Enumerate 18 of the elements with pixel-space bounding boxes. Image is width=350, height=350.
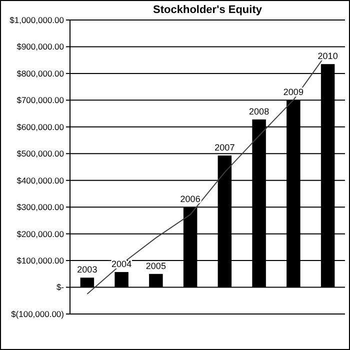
y-tick-label: $200,000.00 [16,228,64,239]
y-tick-label: $- [56,282,64,292]
x-tick-label: 2005 [146,260,166,271]
y-tick-label: $400,000.00 [16,175,64,186]
y-tick-label: $800,000.00 [16,68,64,78]
y-tick-label: $700,000.00 [16,95,64,106]
y-tick-label: $1,000,000.00 [10,14,64,25]
y-tick-label: $900,000.00 [16,42,64,52]
y-tick-label: $600,000.00 [16,122,64,132]
x-tick-label: 2003 [77,264,98,275]
x-tick-label: 2008 [249,106,270,116]
x-tick-label: 2007 [214,142,235,153]
y-tick-label: $500,000.00 [16,148,64,159]
y-tick-label: $100,000.00 [16,256,64,266]
chart-title: Stockholder's Equity [153,4,263,16]
x-tick-label: 2006 [180,194,200,204]
y-tick-label: $300,000.00 [16,202,64,212]
y-tick-label: $(100,000.00) [11,308,64,319]
